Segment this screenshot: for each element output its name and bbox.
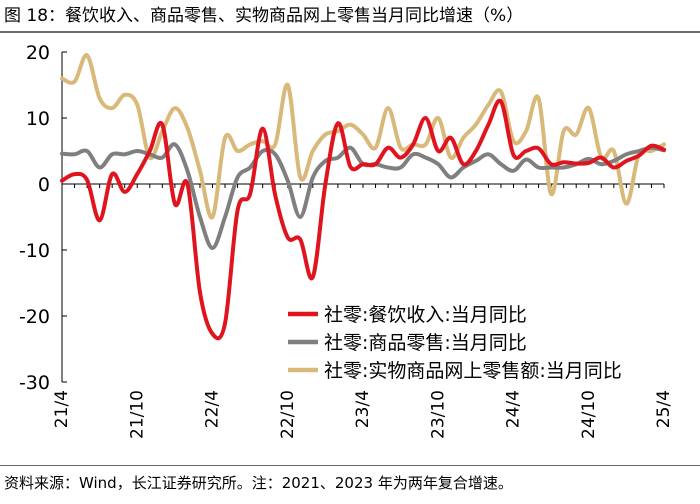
y-tick-label: -10 [19,240,50,262]
x-tick-label: 21/10 [127,390,147,439]
legend-label-goods: 社零:商品零售:当月同比 [324,332,527,354]
x-tick-label: 23/4 [353,390,373,428]
title-divider [0,31,700,33]
legend: 社零:餐饮收入:当月同比社零:商品零售:当月同比社零:实物商品网上零售额:当月同… [288,304,622,382]
x-tick-label: 25/4 [654,390,674,428]
x-tick-label: 24/10 [579,390,599,439]
line-chart: 20 10 0 -10 -20 -30 21/4 21/10 22/4 22/10 23/4 23/… [19,42,674,439]
x-tick-label: 23/10 [428,390,448,439]
footer-divider [0,465,700,466]
legend-label-online: 社零:实物商品网上零售额:当月同比 [324,360,622,382]
legend-label-catering: 社零:餐饮收入:当月同比 [324,304,527,326]
x-tick-label: 22/4 [203,390,223,428]
figure-title: 图 18：餐饮收入、商品零售、实物商品网上零售当月同比增速（%） [4,6,524,26]
y-axis: 20 10 0 -10 -20 -30 [19,42,67,394]
y-tick-label: -20 [19,306,50,328]
series-line-catering [60,98,666,341]
x-tick-label: 22/10 [278,390,298,439]
y-tick-label: -30 [19,372,50,394]
y-tick-label: 20 [26,42,50,64]
x-axis: 21/4 21/10 22/4 22/10 23/4 23/10 24/4 24/10 25/4 [52,183,674,439]
x-tick-label: 21/4 [52,390,72,428]
source-note: 资料来源：Wind，长江证券研究所。注：2021、2023 年为两年复合增速。 [4,474,513,492]
series-layer [60,53,666,341]
series-line-online [60,53,666,220]
y-tick-label: 0 [38,174,50,196]
y-tick-label: 10 [26,108,50,130]
x-tick-label: 24/4 [504,390,524,428]
